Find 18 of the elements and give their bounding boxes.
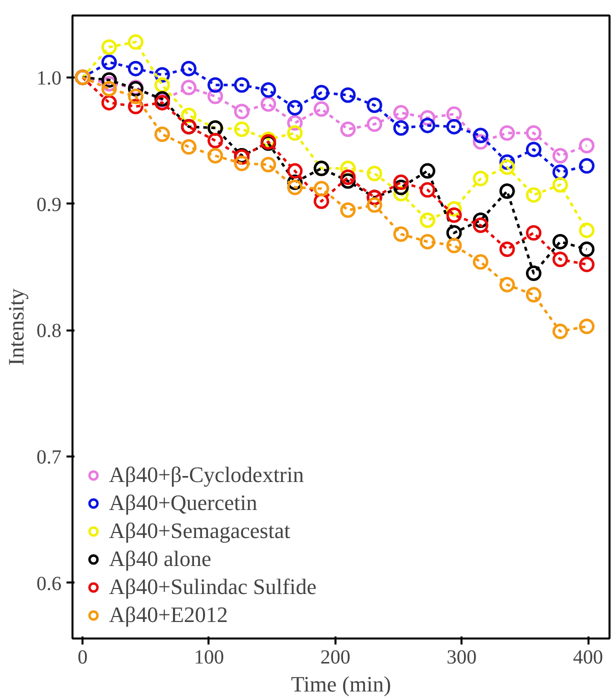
legend-label: Aβ40+E2012 (109, 602, 228, 628)
legend-label: Aβ40+Semagacestat (109, 518, 290, 544)
x-axis-title: Time (min) (290, 672, 392, 696)
y-axis-title: Intensity (4, 288, 28, 366)
legend-label: Aβ40+β-Cyclodextrin (109, 462, 304, 488)
x-tick-label: 0 (78, 646, 88, 668)
y-tick-label: 0.8 (36, 320, 62, 342)
x-tick-label: 400 (573, 646, 604, 668)
x-tick-label: 100 (194, 646, 224, 668)
y-tick-label: 0.9 (36, 194, 62, 216)
y-tick-label: 0.6 (36, 572, 62, 595)
y-tick-label: 0.7 (36, 446, 62, 469)
x-tick-label: 200 (320, 646, 350, 668)
legend-label: Aβ40+Sulindac Sulfide (109, 574, 317, 600)
y-tick-label: 1.0 (36, 67, 62, 90)
x-tick-label: 300 (446, 646, 477, 668)
legend-label: Aβ40 alone (109, 546, 212, 572)
legend-label: Aβ40+Quercetin (109, 490, 258, 516)
